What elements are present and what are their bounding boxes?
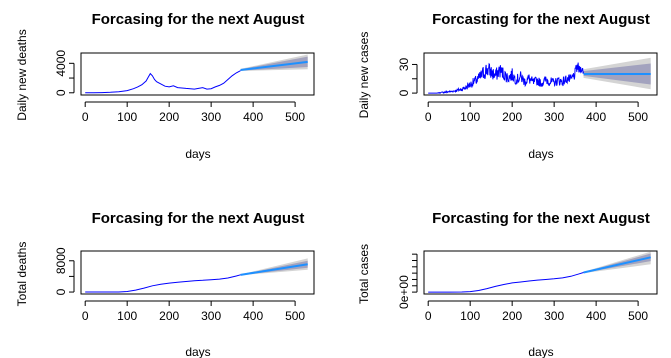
y-axis-label: Daily new deaths — [15, 29, 29, 120]
observed-series-line — [428, 62, 584, 94]
y-tick-label: 0 — [54, 288, 68, 295]
x-axis-label: days — [528, 147, 553, 161]
y-tick-label: 0 — [397, 89, 411, 96]
observed-series-line — [85, 274, 241, 293]
plot-frame — [423, 52, 658, 96]
x-tick-label: 300 — [201, 309, 221, 323]
x-tick-label: 400 — [243, 309, 263, 323]
x-tick-label: 100 — [460, 110, 480, 124]
x-tick-label: 300 — [544, 309, 564, 323]
x-axis-label: days — [185, 345, 210, 358]
x-tick-label: 400 — [586, 110, 606, 124]
panel-daily-new-cases: Forcasting for the next August days Dail… — [357, 11, 658, 161]
y-tick-label: 8000 — [54, 247, 68, 274]
y-tick-label: 0e+00 — [397, 275, 411, 309]
panel-total-deaths: Forcasing for the next August days Total… — [15, 210, 315, 358]
forecast-band-95 — [240, 258, 308, 276]
forecast-mean-line — [240, 263, 308, 276]
y-tick-label: 30 — [397, 57, 411, 71]
y-tick-label: 0 — [54, 89, 68, 96]
x-tick-label: 0 — [82, 309, 89, 323]
x-tick-label: 100 — [117, 110, 137, 124]
x-tick-label: 200 — [159, 309, 179, 323]
x-tick-label: 100 — [117, 309, 137, 323]
observed-series-line — [85, 70, 241, 94]
y-axis-label: Total cases — [357, 244, 371, 304]
x-tick-label: 400 — [586, 309, 606, 323]
x-tick-label: 200 — [159, 110, 179, 124]
x-axis-label: days — [528, 345, 553, 358]
x-tick-label: 400 — [243, 110, 263, 124]
plot-frame — [80, 250, 315, 295]
x-tick-label: 200 — [502, 309, 522, 323]
panel-daily-new-deaths: Forcasing for the next August days Daily… — [15, 11, 315, 161]
x-tick-label: 0 — [425, 110, 432, 124]
x-tick-label: 200 — [502, 110, 522, 124]
x-axis-label: days — [185, 147, 210, 161]
y-axis-label: Total deaths — [15, 242, 29, 307]
x-tick-label: 0 — [82, 110, 89, 124]
x-tick-label: 500 — [285, 110, 305, 124]
x-tick-label: 500 — [285, 309, 305, 323]
x-tick-label: 0 — [425, 309, 432, 323]
chart-title: Forcasing for the next August — [92, 210, 305, 227]
x-tick-label: 300 — [201, 110, 221, 124]
forecast-mean-line — [583, 256, 651, 274]
chart-title: Forcasting for the next August — [432, 11, 650, 28]
observed-series-line — [428, 272, 584, 293]
y-axis-label: Daily new cases — [357, 32, 371, 119]
panel-total-cases: Forcasting for the next August days Tota… — [357, 210, 658, 358]
plot-frame — [423, 250, 658, 295]
x-tick-label: 100 — [460, 309, 480, 323]
chart-title: Forcasting for the next August — [432, 210, 650, 227]
x-tick-label: 300 — [544, 110, 564, 124]
x-tick-label: 500 — [628, 309, 648, 323]
plot-frame — [80, 52, 315, 96]
x-tick-label: 500 — [628, 110, 648, 124]
chart-title: Forcasing for the next August — [92, 11, 305, 28]
forecast-mean-line — [240, 60, 308, 71]
y-tick-label: 4000 — [54, 50, 68, 77]
